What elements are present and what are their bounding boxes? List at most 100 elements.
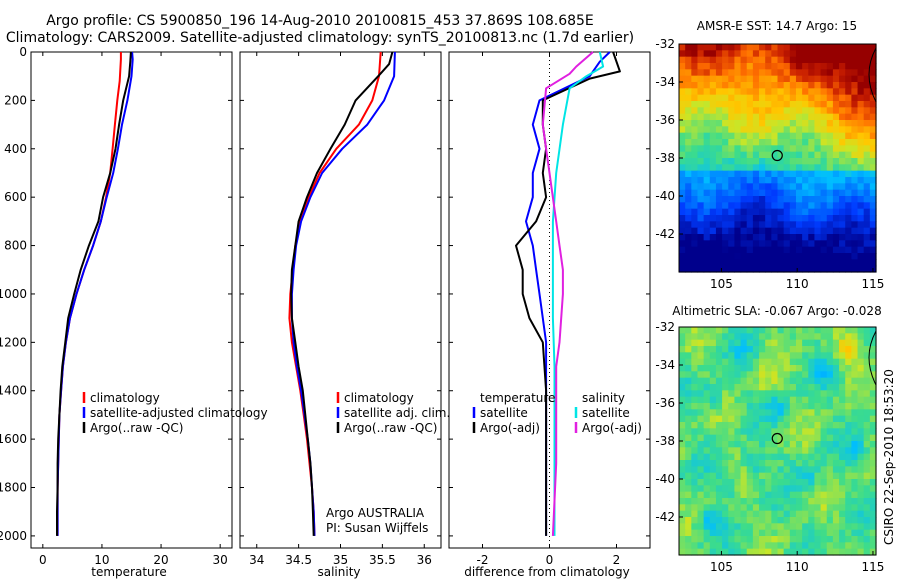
map-cell — [863, 510, 871, 518]
map-cell — [752, 396, 760, 404]
map-cell — [808, 259, 816, 267]
map-cell — [715, 265, 723, 273]
map-cell — [703, 240, 711, 248]
map-cell — [765, 107, 772, 115]
map-cell — [808, 82, 816, 89]
map-cell — [765, 517, 772, 524]
map-cell — [795, 183, 803, 191]
map-cell — [771, 548, 779, 556]
map-cell — [869, 82, 877, 89]
map-cell — [679, 358, 686, 366]
map-cell — [783, 523, 791, 531]
map-cell — [722, 510, 729, 518]
map-cell — [759, 234, 766, 241]
map-cell — [869, 177, 877, 184]
map-cell — [845, 352, 852, 360]
map-cell — [679, 113, 686, 121]
map-cell — [857, 221, 865, 229]
map-cell — [851, 479, 859, 486]
map-cell — [869, 56, 877, 64]
map-cell — [851, 346, 859, 353]
x-tick-label: 35.5 — [369, 553, 396, 567]
map-cell — [857, 415, 865, 423]
map-cell — [820, 466, 828, 474]
map-cell — [728, 498, 736, 505]
map-cell — [765, 120, 772, 127]
map-cell — [697, 126, 705, 134]
map-cell — [722, 132, 729, 140]
map-cell — [734, 202, 742, 210]
map-cell — [685, 227, 692, 235]
map-cell — [820, 434, 828, 442]
map-cell — [734, 50, 742, 58]
map-cell — [679, 126, 686, 134]
map-cell — [691, 422, 699, 429]
map-cell — [839, 170, 846, 178]
map-cell — [814, 396, 822, 404]
map-cell — [685, 542, 692, 550]
map-cell — [863, 352, 871, 360]
map-cell — [826, 151, 834, 159]
map-cell — [826, 227, 834, 235]
map-cell — [851, 548, 859, 556]
map-cell — [783, 504, 791, 512]
map-cell — [820, 358, 828, 366]
map-cell — [728, 510, 736, 518]
map-cell — [808, 227, 816, 235]
map-cell — [752, 158, 760, 165]
map-cells — [679, 44, 877, 273]
map-cell — [703, 221, 711, 229]
map-cell — [746, 50, 754, 58]
series-line — [541, 51, 594, 536]
map-cell — [814, 517, 822, 524]
map-cell — [685, 441, 692, 448]
map-cell — [820, 327, 828, 334]
map-cell — [789, 517, 797, 524]
map-cell — [808, 120, 816, 127]
map-cell — [795, 158, 803, 165]
map-cell — [839, 126, 846, 134]
map-cell — [789, 491, 797, 499]
map-cell — [777, 396, 785, 404]
map-cell — [709, 548, 717, 556]
map-cell — [685, 365, 692, 372]
map-cell — [851, 358, 859, 366]
map-cell — [820, 542, 828, 550]
map-cell — [845, 517, 852, 524]
map-cell — [709, 44, 717, 51]
map-cell — [728, 240, 736, 248]
map-cell — [740, 69, 748, 77]
map-cell — [703, 82, 711, 89]
map-cell — [771, 479, 779, 486]
map-cell — [685, 409, 692, 417]
map-cell — [746, 139, 754, 146]
map-cell — [740, 447, 748, 455]
map-cell — [814, 479, 822, 486]
x-tick-label: 0 — [39, 553, 47, 567]
map-cell — [814, 158, 822, 165]
map-cell — [691, 158, 699, 165]
map-cell — [746, 333, 754, 341]
map-cell — [740, 145, 748, 153]
map-cell — [808, 158, 816, 165]
map-cell — [808, 265, 816, 273]
map-cell — [734, 339, 742, 347]
map-cell — [839, 485, 846, 493]
map-cell — [789, 365, 797, 372]
map-cell — [808, 101, 816, 108]
map-cell — [703, 447, 711, 455]
map-cell — [679, 164, 686, 172]
map-cell — [752, 221, 760, 229]
map-cell — [709, 447, 717, 455]
map-cell — [703, 358, 711, 366]
map-cell — [851, 120, 859, 127]
map-cell — [771, 504, 779, 512]
legend-label: Argo(-adj) — [480, 421, 540, 435]
map-cell — [795, 139, 803, 146]
map-cell — [857, 365, 865, 372]
map-cell — [783, 377, 791, 385]
map-cell — [777, 113, 785, 121]
map-cell — [783, 177, 791, 184]
map-cell — [839, 56, 846, 64]
map-cell — [820, 139, 828, 146]
